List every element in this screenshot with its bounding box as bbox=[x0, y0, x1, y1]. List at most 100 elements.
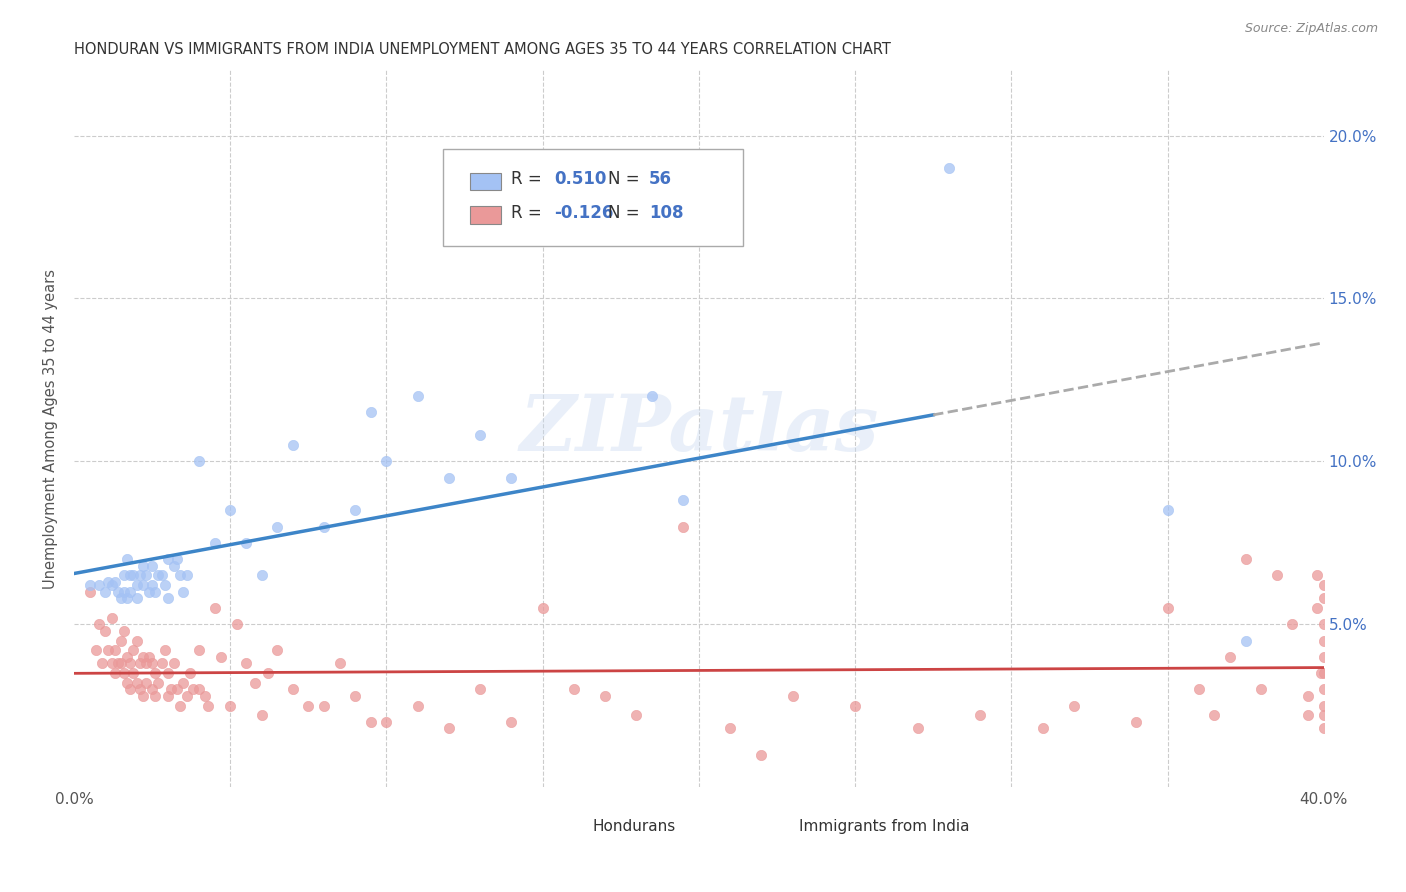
Point bbox=[169, 698, 191, 713]
Point bbox=[125, 676, 148, 690]
Point bbox=[120, 568, 142, 582]
Y-axis label: Unemployment Among Ages 35 to 44 years: Unemployment Among Ages 35 to 44 years bbox=[44, 268, 58, 589]
Point bbox=[188, 643, 211, 657]
Point bbox=[256, 666, 278, 681]
Point bbox=[470, 682, 492, 697]
Point bbox=[225, 617, 247, 632]
Text: Immigrants from India: Immigrants from India bbox=[799, 819, 969, 834]
Point bbox=[166, 552, 188, 566]
Point bbox=[110, 633, 132, 648]
Point bbox=[128, 568, 150, 582]
Point bbox=[1312, 682, 1334, 697]
Text: N =: N = bbox=[607, 204, 644, 222]
Point bbox=[194, 689, 217, 703]
Point bbox=[672, 519, 695, 533]
Point bbox=[112, 568, 135, 582]
Point bbox=[135, 568, 157, 582]
Point bbox=[1219, 649, 1241, 664]
Point bbox=[181, 682, 204, 697]
Point bbox=[245, 676, 267, 690]
Point bbox=[406, 389, 429, 403]
Point bbox=[122, 568, 145, 582]
Point bbox=[1156, 601, 1178, 615]
FancyBboxPatch shape bbox=[443, 149, 742, 246]
Point bbox=[79, 578, 101, 592]
Point bbox=[132, 689, 155, 703]
Point bbox=[1156, 503, 1178, 517]
Point bbox=[188, 454, 211, 468]
Point bbox=[107, 584, 129, 599]
Point bbox=[751, 747, 773, 762]
Point bbox=[125, 633, 148, 648]
Point bbox=[266, 519, 288, 533]
Point bbox=[107, 657, 129, 671]
Point bbox=[204, 536, 226, 550]
Point bbox=[235, 657, 257, 671]
Point bbox=[1312, 649, 1334, 664]
Point bbox=[115, 676, 138, 690]
Text: N =: N = bbox=[607, 170, 644, 188]
Point bbox=[1312, 578, 1334, 592]
Point bbox=[329, 657, 352, 671]
Point bbox=[1312, 698, 1334, 713]
Point bbox=[312, 698, 335, 713]
Point bbox=[120, 584, 142, 599]
Point bbox=[115, 591, 138, 606]
Point bbox=[79, 584, 101, 599]
Text: ZIPatlas: ZIPatlas bbox=[519, 391, 879, 467]
Point bbox=[120, 682, 142, 697]
Point bbox=[209, 649, 232, 664]
Point bbox=[437, 470, 460, 484]
Point bbox=[153, 578, 176, 592]
Point bbox=[1296, 708, 1319, 723]
Point bbox=[360, 405, 382, 419]
Point bbox=[97, 643, 120, 657]
Point bbox=[344, 503, 367, 517]
Point bbox=[84, 643, 107, 657]
Point bbox=[135, 676, 157, 690]
Text: R =: R = bbox=[512, 204, 547, 222]
Point bbox=[132, 649, 155, 664]
Point bbox=[1188, 682, 1211, 697]
Point bbox=[138, 584, 160, 599]
Point bbox=[97, 574, 120, 589]
Point bbox=[1312, 722, 1334, 736]
Point bbox=[219, 698, 242, 713]
FancyBboxPatch shape bbox=[755, 816, 786, 838]
Point bbox=[593, 689, 616, 703]
Point bbox=[188, 682, 211, 697]
Text: 0.510: 0.510 bbox=[554, 170, 606, 188]
Point bbox=[360, 714, 382, 729]
Point bbox=[176, 689, 198, 703]
Point bbox=[132, 578, 155, 592]
Point bbox=[969, 708, 991, 723]
Point bbox=[204, 601, 226, 615]
Point bbox=[143, 689, 166, 703]
Point bbox=[1309, 666, 1331, 681]
Point bbox=[266, 643, 288, 657]
Point bbox=[141, 682, 163, 697]
Point bbox=[1250, 682, 1272, 697]
Point bbox=[1296, 689, 1319, 703]
Point bbox=[156, 552, 179, 566]
Point bbox=[87, 617, 110, 632]
Point bbox=[1306, 568, 1329, 582]
Point bbox=[163, 558, 186, 573]
Point bbox=[94, 584, 117, 599]
Point bbox=[132, 558, 155, 573]
Point bbox=[172, 584, 194, 599]
FancyBboxPatch shape bbox=[470, 172, 502, 191]
Point bbox=[437, 722, 460, 736]
Point bbox=[100, 578, 122, 592]
Point bbox=[112, 584, 135, 599]
Point bbox=[1031, 722, 1053, 736]
Point bbox=[250, 568, 273, 582]
Point bbox=[197, 698, 219, 713]
Point bbox=[406, 698, 429, 713]
Point bbox=[844, 698, 866, 713]
Point bbox=[718, 722, 741, 736]
Text: 108: 108 bbox=[650, 204, 683, 222]
Point bbox=[562, 200, 585, 214]
Point bbox=[281, 682, 304, 697]
Point bbox=[641, 389, 664, 403]
